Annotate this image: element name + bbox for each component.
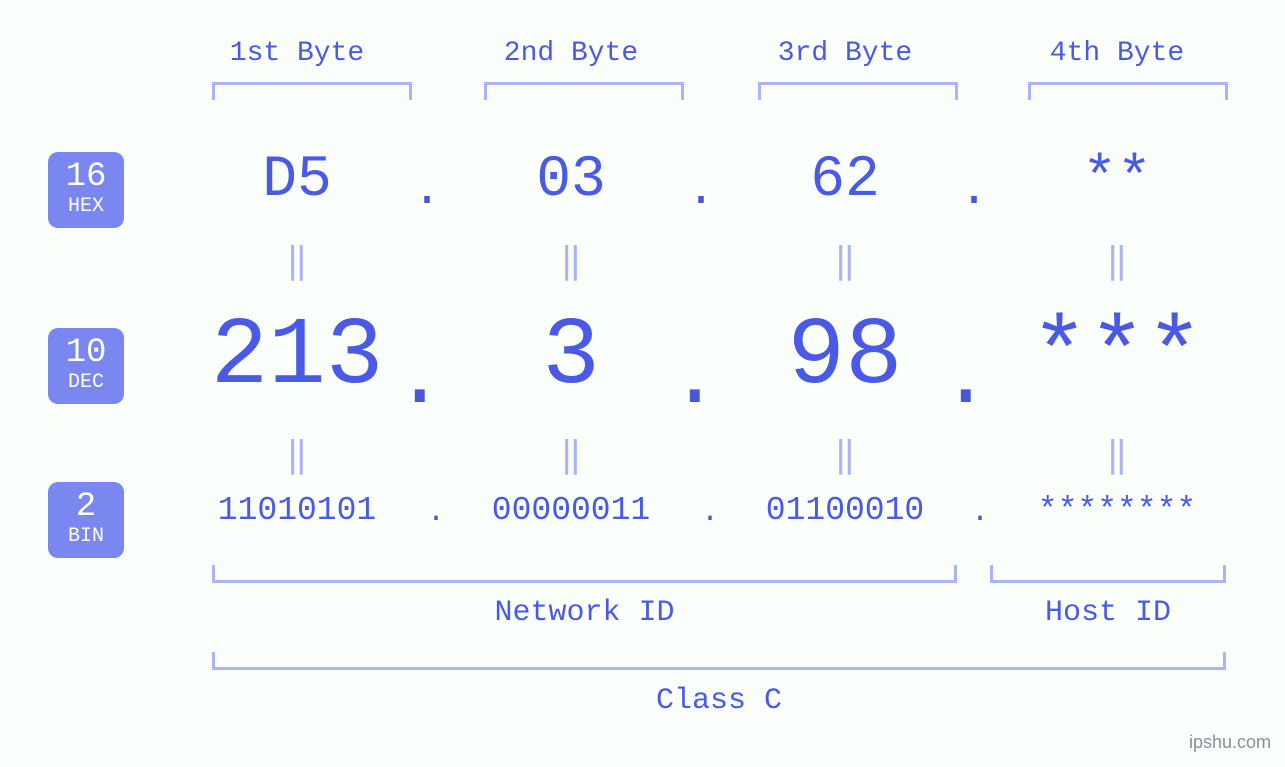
base-badge-bin: 2 BIN [48, 482, 124, 558]
dec-dot-3: . [940, 330, 990, 428]
byte-header-1: 1st Byte [172, 38, 422, 69]
label-network-id: Network ID [212, 596, 957, 630]
dec-dot-1: . [394, 330, 444, 428]
top-bracket-4 [1028, 82, 1228, 100]
hex-byte-1: D5 [197, 148, 397, 213]
base-badge-hex: 16 HEX [48, 152, 124, 228]
base-label-bin: BIN [48, 526, 124, 548]
label-host-id: Host ID [990, 596, 1226, 630]
base-num-dec: 10 [48, 336, 124, 370]
dec-byte-4: *** [997, 302, 1237, 411]
equals-icon: ‖ [551, 434, 591, 477]
top-bracket-1 [212, 82, 412, 100]
byte-header-2: 2nd Byte [446, 38, 696, 69]
bin-dot-3: . [965, 496, 995, 530]
watermark: ipshu.com [1189, 732, 1271, 753]
base-label-dec: DEC [48, 372, 124, 394]
hex-byte-2: 03 [471, 148, 671, 213]
bracket-host-id [990, 565, 1226, 583]
equals-icon: ‖ [825, 434, 865, 477]
bin-dot-2: . [695, 496, 725, 530]
bin-byte-2: 00000011 [451, 492, 691, 529]
bin-byte-3: 01100010 [725, 492, 965, 529]
byte-header-3: 3rd Byte [720, 38, 970, 69]
bin-byte-1: 11010101 [177, 492, 417, 529]
bracket-network-id [212, 565, 957, 583]
label-class: Class C [212, 684, 1226, 718]
dec-byte-3: 98 [725, 302, 965, 411]
base-num-bin: 2 [48, 490, 124, 524]
equals-icon: ‖ [1097, 434, 1137, 477]
base-label-hex: HEX [48, 196, 124, 218]
bin-byte-4: ******** [997, 492, 1237, 529]
hex-dot-2: . [686, 164, 716, 218]
hex-byte-3: 62 [745, 148, 945, 213]
dec-byte-2: 3 [451, 302, 691, 411]
hex-dot-3: . [959, 164, 989, 218]
bracket-class [212, 652, 1226, 670]
top-bracket-2 [484, 82, 684, 100]
equals-icon: ‖ [1097, 240, 1137, 283]
equals-icon: ‖ [825, 240, 865, 283]
top-bracket-3 [758, 82, 958, 100]
byte-header-4: 4th Byte [992, 38, 1242, 69]
hex-dot-1: . [412, 164, 442, 218]
base-num-hex: 16 [48, 160, 124, 194]
hex-byte-4: ** [1017, 148, 1217, 213]
equals-icon: ‖ [277, 434, 317, 477]
bin-dot-1: . [421, 496, 451, 530]
base-badge-dec: 10 DEC [48, 328, 124, 404]
equals-icon: ‖ [551, 240, 591, 283]
equals-icon: ‖ [277, 240, 317, 283]
dec-dot-2: . [669, 330, 719, 428]
dec-byte-1: 213 [177, 302, 417, 411]
ip-diagram: 16 HEX 10 DEC 2 BIN 1st Byte 2nd Byte 3r… [0, 0, 1285, 767]
